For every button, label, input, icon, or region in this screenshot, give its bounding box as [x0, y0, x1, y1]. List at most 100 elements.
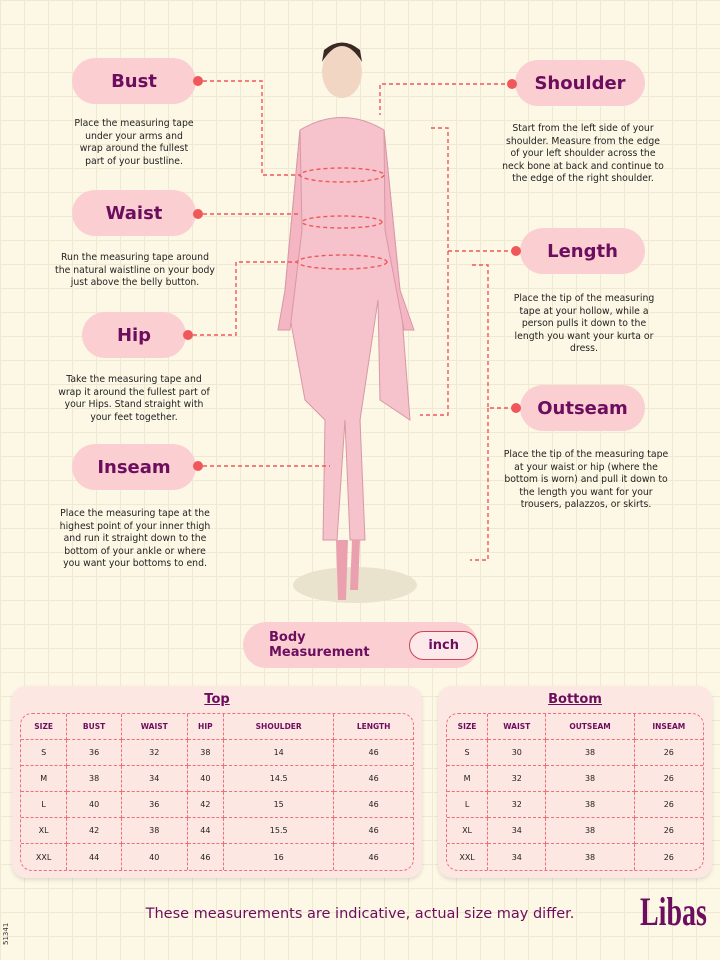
- bottom-size-table: SIZE WAIST OUTSEAM INSEAM S 30 38 26 M 32 38 26 L 32 3…: [446, 713, 704, 871]
- table-cell: 42: [67, 818, 122, 844]
- table-cell: 14.5: [224, 766, 335, 792]
- table-cell: 36: [121, 792, 188, 818]
- table-row: L 40 36 42 15 46: [21, 792, 413, 818]
- column-header: WAIST: [121, 714, 188, 740]
- bottom-title: Bottom: [548, 692, 602, 707]
- bust-marker: [193, 76, 203, 86]
- hip-marker: [183, 330, 193, 340]
- measure-lines: [193, 80, 515, 561]
- column-header: HIP: [187, 714, 225, 740]
- table-cell: 38: [121, 818, 188, 844]
- bottom-size-card: Bottom SIZE WAIST OUTSEAM INSEAM S 30 38 26 M 32 3…: [438, 686, 712, 878]
- table-row: XXL 44 40 46 16 46: [21, 844, 413, 870]
- column-header: INSEAM: [634, 714, 703, 740]
- table-cell: L: [21, 792, 68, 818]
- table-row: L 32 38 26: [447, 792, 703, 818]
- unit-toggle[interactable]: inch: [409, 630, 478, 660]
- illustration: [193, 42, 515, 603]
- product-code: 51341: [2, 922, 10, 945]
- table-row: S 30 38 26: [447, 740, 703, 766]
- hip-label: Hip: [82, 312, 186, 358]
- table-cell: 44: [67, 844, 122, 870]
- table-cell: 46: [334, 766, 413, 792]
- table-cell: 15.5: [224, 818, 335, 844]
- table-cell: 26: [663, 852, 674, 862]
- bust-description: Place the measuring tape under your arms…: [74, 118, 194, 167]
- table-cell: 38: [546, 818, 635, 844]
- inseam-label: Inseam: [72, 444, 196, 490]
- column-header: OUTSEAM: [546, 714, 635, 740]
- table-cell: 32: [121, 740, 188, 766]
- table-cell: XXL: [447, 844, 489, 870]
- table-cell: 26: [634, 818, 703, 844]
- column-header: SHOULDER: [224, 714, 335, 740]
- table-row: XXL 34 38 26: [447, 844, 703, 870]
- length-label: Length: [520, 228, 645, 274]
- table-cell: 38: [546, 766, 635, 792]
- length-description: Place the tip of the measuring tape at y…: [513, 293, 655, 354]
- table-cell: 46: [368, 852, 379, 862]
- table-row: M 32 38 26: [447, 766, 703, 792]
- table-cell: 42: [187, 792, 225, 818]
- table-cell: 34: [488, 818, 547, 844]
- table-cell: M: [447, 766, 489, 792]
- table-cell: 30: [488, 740, 547, 766]
- shoulder-marker: [507, 79, 517, 89]
- outseam-marker: [511, 403, 521, 413]
- body-measurement-bar: Body Measurement inch: [243, 622, 478, 668]
- table-cell: 44: [187, 818, 225, 844]
- table-row: XL 34 38 26: [447, 818, 703, 844]
- hip-description: Take the measuring tape and wrap it arou…: [58, 374, 210, 423]
- brand-logo: Libas: [640, 889, 707, 934]
- table-cell: S: [21, 740, 68, 766]
- table-cell: 32: [488, 766, 547, 792]
- column-header: SIZE: [21, 714, 68, 740]
- table-cell: L: [447, 792, 489, 818]
- column-header: SIZE: [447, 714, 489, 740]
- table-cell: 46: [334, 740, 413, 766]
- table-cell: 16: [224, 844, 335, 870]
- column-header: BUST: [67, 714, 122, 740]
- outseam-description: Place the tip of the measuring tape at y…: [503, 449, 669, 510]
- length-marker: [511, 246, 521, 256]
- table-cell: 15: [224, 792, 335, 818]
- table-cell: 46: [188, 844, 225, 870]
- top-size-table: SIZE BUST WAIST HIP SHOULDER LENGTH S 36 32 38 14 4…: [20, 713, 414, 871]
- waist-marker: [193, 209, 203, 219]
- table-cell: XXL: [21, 844, 68, 870]
- table-cell: 38: [546, 740, 635, 766]
- table-cell: 14: [224, 740, 335, 766]
- disclaimer: These measurements are indicative, actua…: [145, 906, 575, 922]
- table-cell: S: [447, 740, 489, 766]
- waist-description: Run the measuring tape around the natura…: [55, 252, 215, 288]
- table-cell: 36: [67, 740, 122, 766]
- inseam-marker: [193, 461, 203, 471]
- table-cell: 38: [67, 766, 122, 792]
- table-row: S 36 32 38 14 46: [21, 740, 413, 766]
- table-cell: M: [21, 766, 68, 792]
- shoulder-label: Shoulder: [515, 60, 645, 106]
- table-cell: XL: [21, 818, 68, 844]
- table-cell: 34: [488, 844, 547, 870]
- column-header: LENGTH: [334, 714, 413, 740]
- table-cell: 32: [488, 792, 547, 818]
- waist-label: Waist: [72, 190, 196, 236]
- shoulder-description: Start from the left side of your shoulde…: [502, 123, 664, 184]
- table-cell: 38: [546, 844, 635, 870]
- table-cell: 38: [546, 792, 635, 818]
- body-measurement-label: Body Measurement: [269, 630, 370, 660]
- table-cell: 26: [634, 740, 703, 766]
- column-header: WAIST: [488, 714, 547, 740]
- table-row: M 38 34 40 14.5 46: [21, 766, 413, 792]
- table-cell: 40: [187, 766, 225, 792]
- table-cell: 40: [67, 792, 122, 818]
- table-cell: 46: [334, 818, 413, 844]
- table-row: XL 42 38 44 15.5 46: [21, 818, 413, 844]
- model-figure: [277, 42, 415, 600]
- table-cell: 40: [122, 844, 188, 870]
- outseam-label: Outseam: [520, 385, 645, 431]
- table-cell: 38: [187, 740, 225, 766]
- table-cell: 26: [634, 792, 703, 818]
- top-size-card: Top SIZE BUST WAIST HIP SHOULDER LENGTH S 36 32 3…: [12, 686, 422, 878]
- top-title: Top: [204, 692, 230, 707]
